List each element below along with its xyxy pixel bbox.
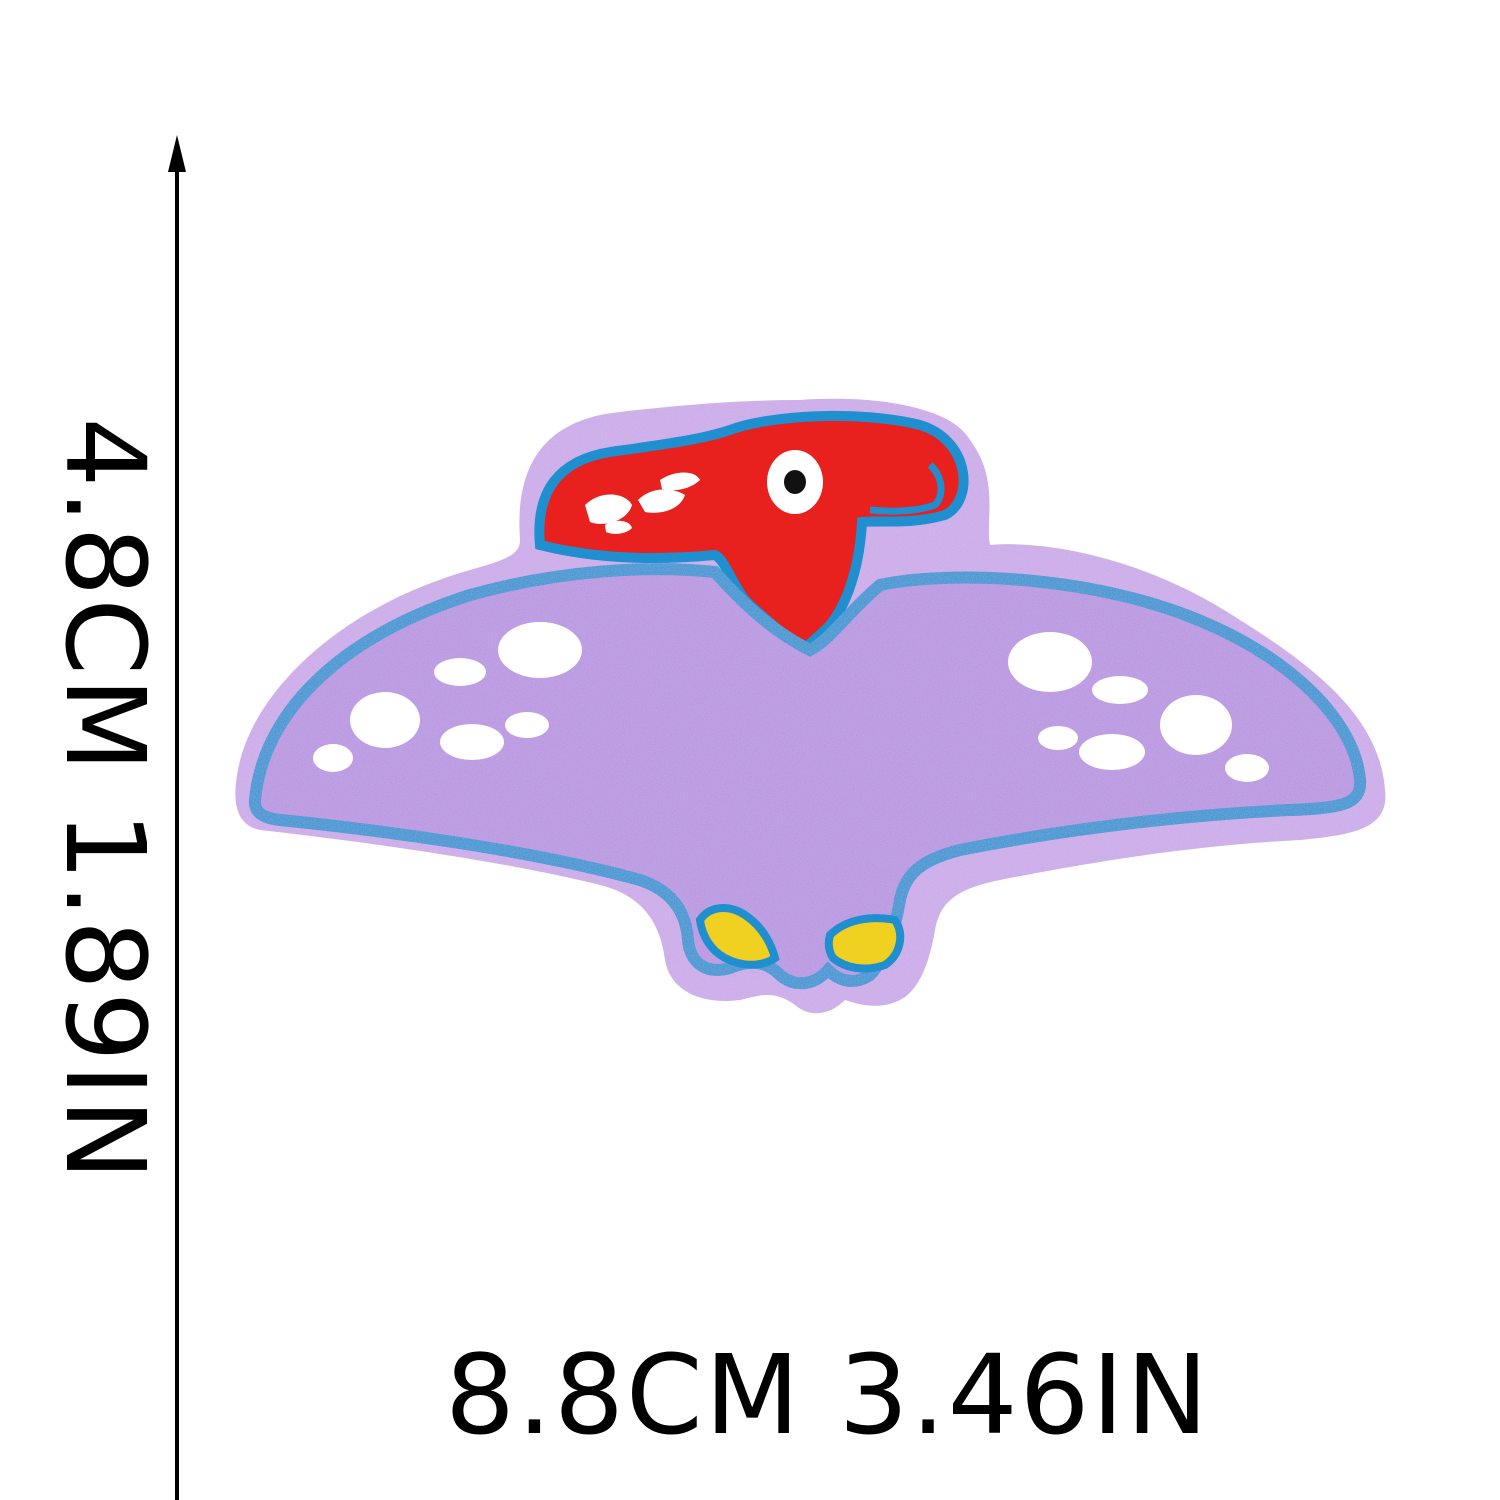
- head-marking: [638, 489, 685, 513]
- head: [534, 410, 969, 656]
- wing-spot: [1008, 632, 1092, 692]
- wing-spot: [1092, 676, 1148, 704]
- width-dimension-label: 8.8CM 3.46IN: [445, 1331, 1211, 1459]
- left-foot: [695, 904, 780, 969]
- wing-spot: [1225, 754, 1269, 782]
- wing-spot: [498, 622, 582, 678]
- wing-spot: [1079, 734, 1145, 770]
- wing-spot: [350, 692, 420, 748]
- wing-spot: [1038, 726, 1078, 750]
- wing-spot: [313, 744, 353, 772]
- wing-spot: [505, 712, 549, 738]
- wing-spot: [434, 658, 486, 686]
- wing-spot: [440, 724, 504, 760]
- pupil: [784, 470, 806, 494]
- arrow-up-icon: [168, 135, 186, 172]
- mouth-line: [869, 462, 945, 515]
- head-marking: [605, 520, 632, 534]
- height-dimension-label: 4.8CM 1.89IN: [41, 417, 169, 1183]
- head-marking: [660, 472, 700, 491]
- head-marking: [585, 494, 632, 525]
- wing-spot: [1160, 695, 1232, 755]
- right-foot: [824, 914, 905, 973]
